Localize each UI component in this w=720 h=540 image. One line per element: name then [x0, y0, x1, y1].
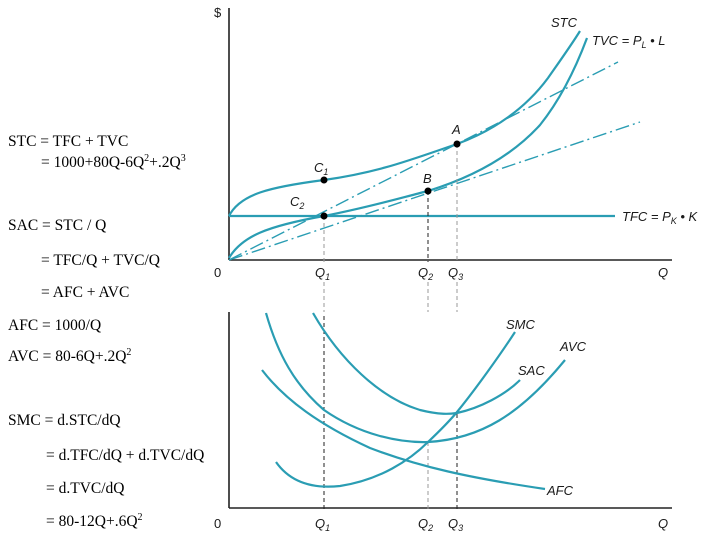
afc-label: AFC — [546, 483, 574, 498]
afc-curve — [261, 369, 546, 491]
eq-avc-def: AVC = 80-6Q+.2Q2 — [8, 347, 135, 367]
point-a-label: A — [451, 122, 461, 137]
point-c2 — [320, 212, 328, 220]
sac-label: SAC — [518, 363, 545, 378]
top-y-axis-label: $ — [214, 5, 222, 20]
point-b — [424, 187, 432, 195]
avc-label: AVC — [559, 339, 587, 354]
top-x-axis-label: Q — [658, 265, 668, 280]
top-chart: $ Q 0 A B C1 C2 STC TVC = PL • L TFC = P… — [214, 5, 699, 282]
sac-curve — [312, 312, 521, 415]
bottom-origin-label: 0 — [214, 516, 221, 531]
eq-stc-def: STC = TFC + TVC — [8, 133, 132, 151]
bottom-tick-q3: Q3 — [448, 516, 463, 533]
point-b-label: B — [423, 171, 432, 186]
top-tick-q3: Q3 — [448, 265, 463, 282]
eq-sac-def: SAC = STC / Q — [8, 217, 110, 235]
smc-label: SMC — [506, 317, 536, 332]
point-c1 — [320, 176, 328, 184]
stc-curve — [228, 30, 581, 217]
bottom-x-axis-label: Q — [658, 516, 668, 531]
tfc-label: TFC = PK • K — [622, 209, 699, 226]
eq-smc-tvc: = d.TVC/dQ — [46, 480, 128, 498]
tvc-curve — [228, 37, 589, 259]
top-origin-label: 0 — [214, 265, 221, 280]
eq-smc-def: SMC = d.STC/dQ — [8, 412, 124, 430]
tvc-label: TVC = PL • L — [592, 33, 666, 50]
point-c1-label: C1 — [314, 160, 328, 177]
eq-sac-sum: = AFC + AVC — [41, 284, 133, 302]
bottom-chart: Q 0 SMC AVC SAC AFC Q1 Q2 Q3 — [214, 312, 672, 533]
point-a — [453, 140, 461, 148]
eq-afc-def: AFC = 1000/Q — [8, 317, 105, 335]
smc-curve — [275, 331, 516, 488]
ray-tangent-stc — [228, 121, 641, 261]
bottom-tick-q2: Q2 — [418, 516, 433, 533]
stc-label: STC — [551, 15, 578, 30]
top-tick-q1: Q1 — [315, 265, 330, 282]
point-c2-label: C2 — [290, 194, 304, 211]
top-tick-q2: Q2 — [418, 265, 433, 282]
avc-curve — [264, 312, 566, 444]
eq-sac-split: = TFC/Q + TVC/Q — [41, 252, 163, 270]
eq-stc-value: = 1000+80Q-6Q2+.2Q3 — [41, 153, 189, 173]
eq-smc-split: = d.TFC/dQ + d.TVC/dQ — [46, 447, 208, 465]
bottom-tick-q1: Q1 — [315, 516, 330, 533]
eq-smc-value: = 80-12Q+.6Q2 — [46, 512, 146, 532]
ray-tangent-tvc — [228, 61, 619, 261]
